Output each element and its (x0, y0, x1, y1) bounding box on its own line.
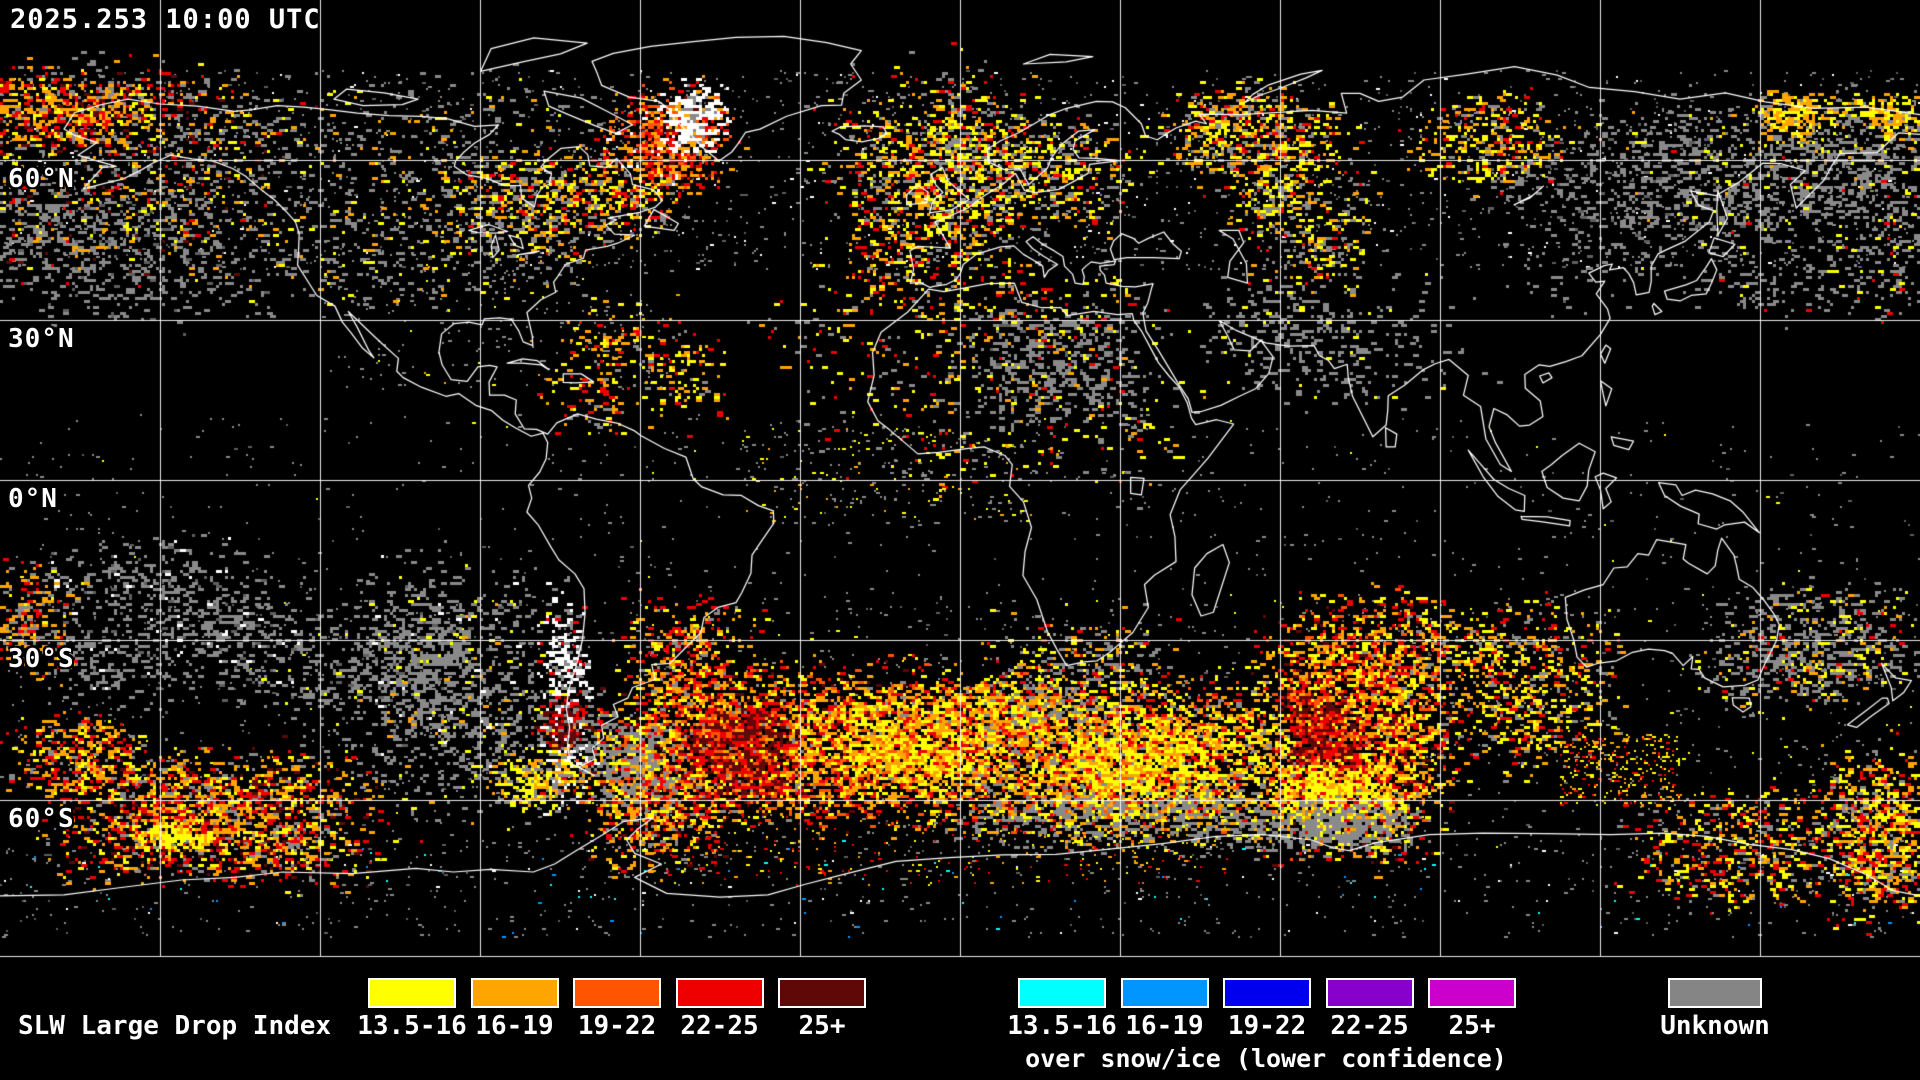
legend-liquid-swatch-2 (573, 978, 661, 1008)
legend-snowice-label-2: 19-22 (1227, 1011, 1307, 1041)
legend-liquid-label-2: 19-22 (577, 1011, 657, 1041)
legend-snowice-label-4: 25+ (1448, 1011, 1496, 1041)
lat-label-30N: 30°N (8, 324, 75, 354)
legend-snowice-caption: over snow/ice (lower confidence) (1025, 1044, 1507, 1073)
legend-liquid-label-3: 22-25 (680, 1011, 759, 1041)
legend-snowice-label-3: 22-25 (1330, 1011, 1409, 1041)
legend-snowice-swatch-2 (1223, 978, 1311, 1008)
timestamp: 2025.253 10:00 UTC (10, 4, 321, 35)
legend-snowice-swatch-0 (1018, 978, 1106, 1008)
legend-liquid-label-0: 13.5-16 (357, 1011, 467, 1041)
legend-liquid-swatch-1 (470, 978, 559, 1008)
legend-snowice-label-0: 13.5-16 (1007, 1011, 1117, 1041)
lat-label-0N: 0°N (8, 484, 58, 514)
legend-liquid-label-4: 25+ (798, 1011, 846, 1041)
legend-liquid-swatch-0 (368, 978, 456, 1008)
lat-label-60S: 60°S (8, 804, 75, 834)
legend-liquid-label-1: 16-19 (475, 1011, 554, 1041)
legend-liquid-swatch-3 (675, 978, 764, 1008)
legend-snowice-swatch-3 (1325, 978, 1414, 1008)
legend-title: SLW Large Drop Index (18, 1011, 332, 1041)
legend-liquid-swatch-4 (778, 978, 866, 1008)
legend-snowice-swatch-1 (1120, 978, 1209, 1008)
legend-snowice-label-1: 16-19 (1125, 1011, 1204, 1041)
lat-label-60N: 60°N (8, 164, 75, 194)
legend-unknown-label: Unknown (1660, 1011, 1770, 1041)
legend-unknown-swatch (1668, 978, 1762, 1008)
lat-label-30S: 30°S (8, 644, 75, 674)
legend-snowice-swatch-4 (1428, 978, 1516, 1008)
